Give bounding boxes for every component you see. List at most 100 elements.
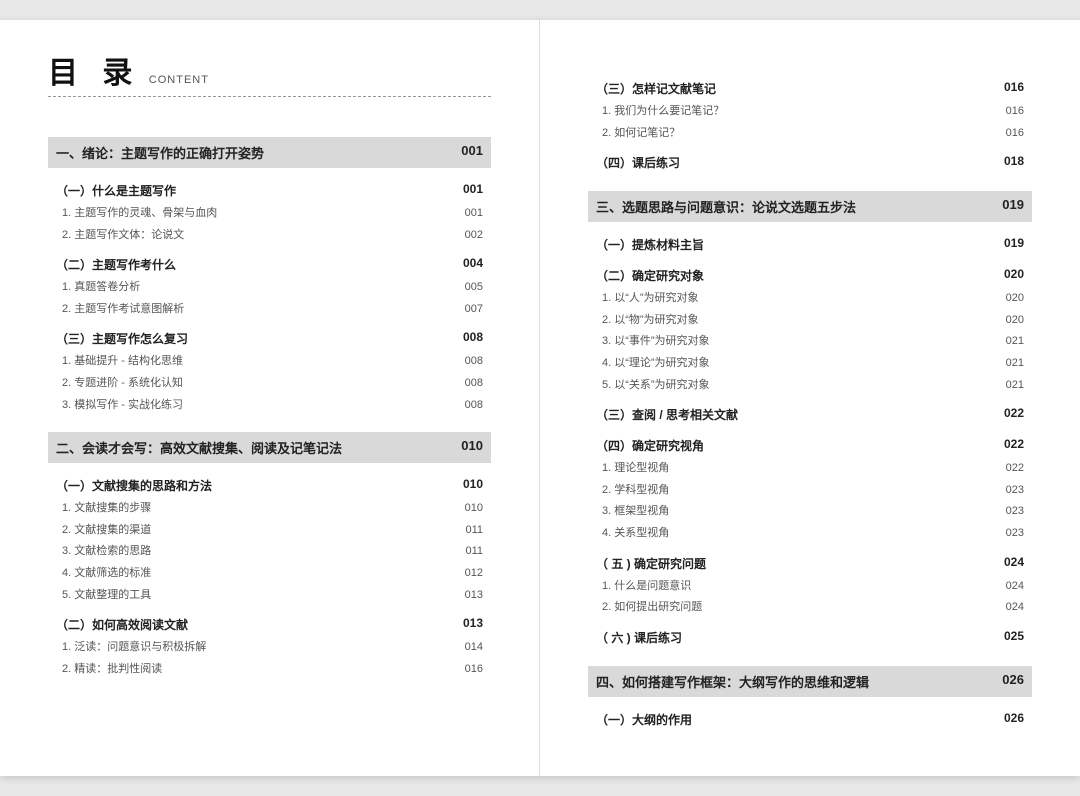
toc-section: （ 五 ) 确定研究问题 024 bbox=[588, 551, 1032, 576]
toc-section-label: （一）文献搜集的思路和方法 bbox=[56, 477, 212, 494]
toc-item-label: 1. 我们为什么要记笔记？ bbox=[602, 103, 724, 121]
toc-section: （一）大纲的作用 026 bbox=[588, 707, 1032, 732]
toc-item: 1. 理论型视角 022 bbox=[588, 458, 1032, 480]
toc-section: （一）文献搜集的思路和方法 010 bbox=[48, 473, 491, 498]
toc-section-page: 010 bbox=[453, 477, 483, 494]
title-underline bbox=[48, 96, 491, 97]
toc-section: （二）主题写作考什么 004 bbox=[48, 252, 491, 277]
toc-left: 一、绪论：主题写作的正确打开姿势001（一）什么是主题写作0011. 主题写作的… bbox=[48, 137, 491, 680]
toc-title-main: 目 录 bbox=[48, 48, 140, 92]
toc-item: 2. 学科型视角023 bbox=[588, 480, 1032, 502]
toc-section: （ 六 ) 课后练习025 bbox=[588, 625, 1032, 650]
toc-chapter-page: 026 bbox=[994, 672, 1024, 691]
toc-item-label: 2. 文献搜集的渠道 bbox=[62, 522, 151, 540]
toc-item-label: 2. 学科型视角 bbox=[602, 482, 669, 500]
toc-item: 3. 以“事件”为研究对象021 bbox=[588, 331, 1032, 353]
toc-item-label: 2. 主题写作考试意图解析 bbox=[62, 301, 184, 319]
toc-section-page: 013 bbox=[453, 616, 483, 633]
toc-section-label: （ 六 ) 课后练习 bbox=[596, 629, 682, 646]
toc-item-page: 002 bbox=[453, 227, 483, 245]
toc-item: 2. 精读：批判性阅读016 bbox=[48, 659, 491, 681]
toc-item-page: 016 bbox=[994, 103, 1024, 121]
toc-chapter-label: 二、会读才会写：高效文献搜集、阅读及记笔记法 bbox=[56, 438, 342, 457]
toc-title-block: 目 录 CONTENT bbox=[48, 48, 491, 97]
toc-item-page: 014 bbox=[453, 639, 483, 657]
toc-item-page: 005 bbox=[453, 279, 483, 297]
toc-item: 2. 主题写作文体：论说文 002 bbox=[48, 225, 491, 247]
toc-item-page: 016 bbox=[453, 661, 483, 679]
toc-section-label: （一）提炼材料主旨 bbox=[596, 236, 704, 253]
toc-item-page: 011 bbox=[453, 543, 483, 561]
toc-section-page: 022 bbox=[994, 437, 1024, 454]
toc-section-label: （二）主题写作考什么 bbox=[56, 256, 176, 273]
toc-item: 1. 文献搜集的步骤010 bbox=[48, 498, 491, 520]
toc-chapter-label: 一、绪论：主题写作的正确打开姿势 bbox=[56, 143, 264, 162]
toc-item-page: 024 bbox=[994, 578, 1024, 596]
toc-item-label: 1. 以“人”为研究对象 bbox=[602, 290, 699, 308]
toc-item: 1. 泛读：问题意识与积极拆解 014 bbox=[48, 637, 491, 659]
toc-item: 2. 如何记笔记？016 bbox=[588, 123, 1032, 145]
toc-item-label: 4. 关系型视角 bbox=[602, 525, 669, 543]
toc-item-label: 3. 模拟写作 - 实战化练习 bbox=[62, 397, 183, 415]
toc-item-label: 1. 理论型视角 bbox=[602, 460, 669, 478]
toc-item-label: 1. 泛读：问题意识与积极拆解 bbox=[62, 639, 206, 657]
toc-item: 2. 以“物”为研究对象020 bbox=[588, 310, 1032, 332]
toc-item: 2. 专题进阶 - 系统化认知 008 bbox=[48, 373, 491, 395]
toc-item: 2. 主题写作考试意图解析007 bbox=[48, 299, 491, 321]
toc-item-page: 001 bbox=[453, 205, 483, 223]
toc-item-label: 4. 以“理论”为研究对象 bbox=[602, 355, 710, 373]
toc-item-label: 3. 框架型视角 bbox=[602, 503, 669, 521]
toc-item-page: 022 bbox=[994, 460, 1024, 478]
toc-section-page: 024 bbox=[994, 555, 1024, 572]
toc-section-page: 001 bbox=[453, 182, 483, 199]
toc-section-page: 020 bbox=[994, 267, 1024, 284]
toc-section-label: （四）课后练习 bbox=[596, 154, 680, 171]
toc-section: （一）什么是主题写作 001 bbox=[48, 178, 491, 203]
toc-section: （四）确定研究视角 022 bbox=[588, 433, 1032, 458]
toc-section-label: （一）什么是主题写作 bbox=[56, 182, 176, 199]
left-page: 目 录 CONTENT 一、绪论：主题写作的正确打开姿势001（一）什么是主题写… bbox=[0, 20, 540, 776]
toc-section-page: 019 bbox=[994, 236, 1024, 253]
toc-item: 3. 文献检索的思路011 bbox=[48, 541, 491, 563]
toc-item: 4. 以“理论”为研究对象 021 bbox=[588, 353, 1032, 375]
toc-section-page: 004 bbox=[453, 256, 483, 273]
toc-item-page: 021 bbox=[994, 355, 1024, 373]
toc-section-page: 022 bbox=[994, 406, 1024, 423]
toc-item-page: 008 bbox=[453, 375, 483, 393]
toc-section-label: （三）查阅 / 思考相关文献 bbox=[596, 406, 738, 423]
toc-item: 1. 以“人”为研究对象 020 bbox=[588, 288, 1032, 310]
toc-item-page: 020 bbox=[994, 290, 1024, 308]
toc-item-page: 021 bbox=[994, 377, 1024, 395]
toc-item-label: 2. 以“物”为研究对象 bbox=[602, 312, 699, 330]
toc-section-label: （一）大纲的作用 bbox=[596, 711, 692, 728]
toc-item: 1. 基础提升 - 结构化思维008 bbox=[48, 351, 491, 373]
toc-chapter-page: 019 bbox=[994, 197, 1024, 216]
toc-chapter: 三、选题思路与问题意识：论说文选题五步法 019 bbox=[588, 191, 1032, 222]
toc-section-label: （三）怎样记文献笔记 bbox=[596, 80, 716, 97]
toc-item-page: 024 bbox=[994, 599, 1024, 617]
toc-section: （三）查阅 / 思考相关文献 022 bbox=[588, 402, 1032, 427]
toc-item-page: 010 bbox=[453, 500, 483, 518]
toc-item-page: 008 bbox=[453, 353, 483, 371]
toc-section-page: 026 bbox=[994, 711, 1024, 728]
toc-item-page: 008 bbox=[453, 397, 483, 415]
toc-item-label: 2. 主题写作文体：论说文 bbox=[62, 227, 184, 245]
toc-section-label: （ 五 ) 确定研究问题 bbox=[596, 555, 706, 572]
toc-item: 3. 框架型视角023 bbox=[588, 501, 1032, 523]
toc-item: 1. 真题答卷分析 005 bbox=[48, 277, 491, 299]
toc-chapter-label: 四、如何搭建写作框架：大纲写作的思维和逻辑 bbox=[596, 672, 869, 691]
toc-item-label: 2. 如何提出研究问题 bbox=[602, 599, 702, 617]
toc-item: 1. 什么是问题意识024 bbox=[588, 576, 1032, 598]
toc-item-label: 3. 以“事件”为研究对象 bbox=[602, 333, 710, 351]
toc-section-label: （四）确定研究视角 bbox=[596, 437, 704, 454]
toc-item-label: 1. 真题答卷分析 bbox=[62, 279, 140, 297]
toc-item: 2. 如何提出研究问题 024 bbox=[588, 597, 1032, 619]
toc-item: 1. 主题写作的灵魂、骨架与血肉001 bbox=[48, 203, 491, 225]
toc-item-label: 2. 如何记笔记？ bbox=[602, 125, 680, 143]
toc-section: （三）怎样记文献笔记016 bbox=[588, 76, 1032, 101]
toc-section: （一）提炼材料主旨 019 bbox=[588, 232, 1032, 257]
toc-item-label: 2. 专题进阶 - 系统化认知 bbox=[62, 375, 183, 393]
toc-section: （三）主题写作怎么复习008 bbox=[48, 326, 491, 351]
toc-item: 4. 关系型视角023 bbox=[588, 523, 1032, 545]
toc-chapter-label: 三、选题思路与问题意识：论说文选题五步法 bbox=[596, 197, 856, 216]
